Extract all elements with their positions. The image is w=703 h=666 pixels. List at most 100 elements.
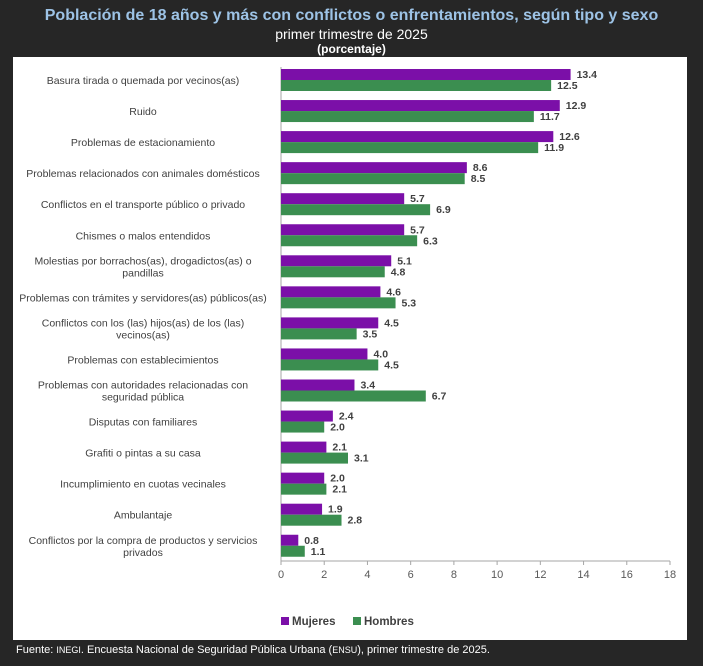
category-label: Conflictos por la compra de productos y … [29, 535, 258, 547]
data-label: 2.0 [330, 422, 345, 434]
legend-swatch-mujeres [281, 617, 289, 625]
x-tick-label: 12 [534, 569, 546, 581]
bar-mujeres [281, 224, 405, 236]
bar-hombres [281, 514, 342, 526]
bar-hombres [281, 142, 539, 154]
bar-hombres [281, 266, 385, 278]
category-label: Chismes o malos entendidos [76, 230, 211, 242]
source-org: INEGI [56, 645, 81, 655]
data-label: 1.1 [311, 546, 326, 558]
source-text-2: ), primer trimestre de 2025. [357, 644, 490, 656]
chart-unit: (porcentaje) [317, 42, 386, 56]
data-label: 13.4 [577, 69, 598, 81]
source-acronym: ENSU [332, 645, 358, 655]
category-label: Problemas relacionados con animales domé… [26, 168, 259, 180]
bar-hombres [281, 545, 305, 557]
category-label: privados [123, 547, 163, 559]
data-label: 3.1 [354, 453, 369, 465]
bar-hombres [281, 359, 379, 371]
bar-hombres [281, 173, 465, 185]
bar-hombres [281, 390, 426, 402]
category-label: Ruido [129, 106, 157, 118]
source-label: Fuente: [16, 644, 54, 656]
bar-mujeres [281, 131, 554, 143]
category-label: vecinos(as) [116, 329, 170, 341]
data-label: 5.3 [402, 297, 417, 309]
data-label: 12.6 [559, 131, 580, 143]
bar-mujeres [281, 162, 467, 174]
x-tick-label: 8 [451, 569, 457, 581]
bar-mujeres [281, 472, 325, 484]
source-text-1: . Encuesta Nacional de Seguridad Pública… [80, 644, 333, 656]
data-label: 6.3 [423, 235, 438, 247]
bar-hombres [281, 421, 325, 433]
data-label: 2.4 [339, 411, 354, 423]
data-label: 4.6 [386, 286, 401, 298]
bar-mujeres [281, 441, 327, 453]
title-block: Población de 18 años y más con conflicto… [0, 6, 703, 56]
x-tick-label: 18 [664, 569, 676, 581]
x-tick-label: 14 [577, 569, 589, 581]
category-label: Problemas con establecimientos [67, 354, 218, 366]
data-label: 2.1 [332, 442, 347, 454]
data-label: 3.4 [360, 380, 375, 392]
data-label: 2.0 [330, 473, 345, 485]
bar-mujeres [281, 348, 368, 360]
data-label: 5.7 [410, 224, 425, 236]
bar-hombres [281, 235, 418, 247]
bar-mujeres [281, 379, 355, 391]
category-label: Grafiti o pintas a su casa [85, 448, 201, 460]
category-label: Problemas de estacionamiento [71, 137, 215, 149]
source-note: Fuente: INEGI. Encuesta Nacional de Segu… [16, 643, 696, 657]
category-label: Molestias por borrachos(as), drogadictos… [34, 255, 251, 267]
legend-swatch-hombres [353, 617, 361, 625]
x-tick-label: 2 [321, 569, 327, 581]
x-tick-label: 4 [364, 569, 370, 581]
bar-chart: 0 2 4 6 8 10 12 14 16 18 Basura tirada o quemada p… [19, 67, 676, 628]
data-label: 6.7 [432, 391, 447, 403]
category-label: Disputas con familiares [89, 417, 198, 429]
data-label: 12.5 [557, 80, 578, 92]
bar-hombres [281, 204, 431, 216]
data-label: 11.7 [540, 111, 560, 123]
bar-mujeres [281, 69, 571, 80]
data-label: 4.5 [384, 317, 399, 329]
bar-mujeres [281, 286, 381, 298]
chart-panel: 0 2 4 6 8 10 12 14 16 18 Basura tirada o quemada p… [13, 57, 687, 640]
bar-mujeres [281, 534, 299, 546]
data-label: 5.7 [410, 193, 425, 205]
bar-hombres [281, 80, 552, 91]
category-label: Problemas con trámites y servidores(as) … [19, 292, 266, 304]
category-label: Problemas con autoridades relacionadas c… [38, 380, 248, 392]
bar-hombres [281, 483, 327, 495]
data-label: 4.0 [373, 348, 388, 360]
bar-mujeres [281, 193, 405, 205]
bar-mujeres [281, 255, 392, 267]
category-label: Conflictos en el transporte público o pr… [41, 199, 245, 211]
category-label: Incumplimiento en cuotas vecinales [60, 479, 226, 491]
x-tick-label: 0 [278, 569, 284, 581]
bar-hombres [281, 328, 357, 340]
bar-hombres [281, 297, 396, 309]
bar-hombres [281, 111, 534, 123]
data-label: 2.1 [332, 484, 347, 496]
x-tick-label: 6 [408, 569, 414, 581]
legend-label-mujeres: Mujeres [292, 616, 335, 628]
bar-mujeres [281, 317, 379, 329]
category-label: Conflictos con los (las) hijos(as) de lo… [42, 317, 244, 329]
data-label: 2.8 [348, 515, 363, 527]
data-label: 5.1 [397, 255, 412, 267]
bar-mujeres [281, 410, 333, 422]
data-label: 11.9 [544, 142, 564, 154]
bar-hombres [281, 452, 348, 464]
category-label: Ambulantaje [114, 510, 173, 522]
data-label: 6.9 [436, 204, 451, 216]
category-label: pandillas [122, 267, 163, 279]
bar-mujeres [281, 503, 323, 515]
bar-mujeres [281, 100, 560, 112]
data-label: 1.9 [328, 504, 343, 516]
x-tick-label: 10 [491, 569, 503, 581]
data-label: 12.9 [566, 100, 587, 112]
legend-label-hombres: Hombres [364, 616, 414, 628]
data-label: 8.5 [471, 173, 486, 185]
